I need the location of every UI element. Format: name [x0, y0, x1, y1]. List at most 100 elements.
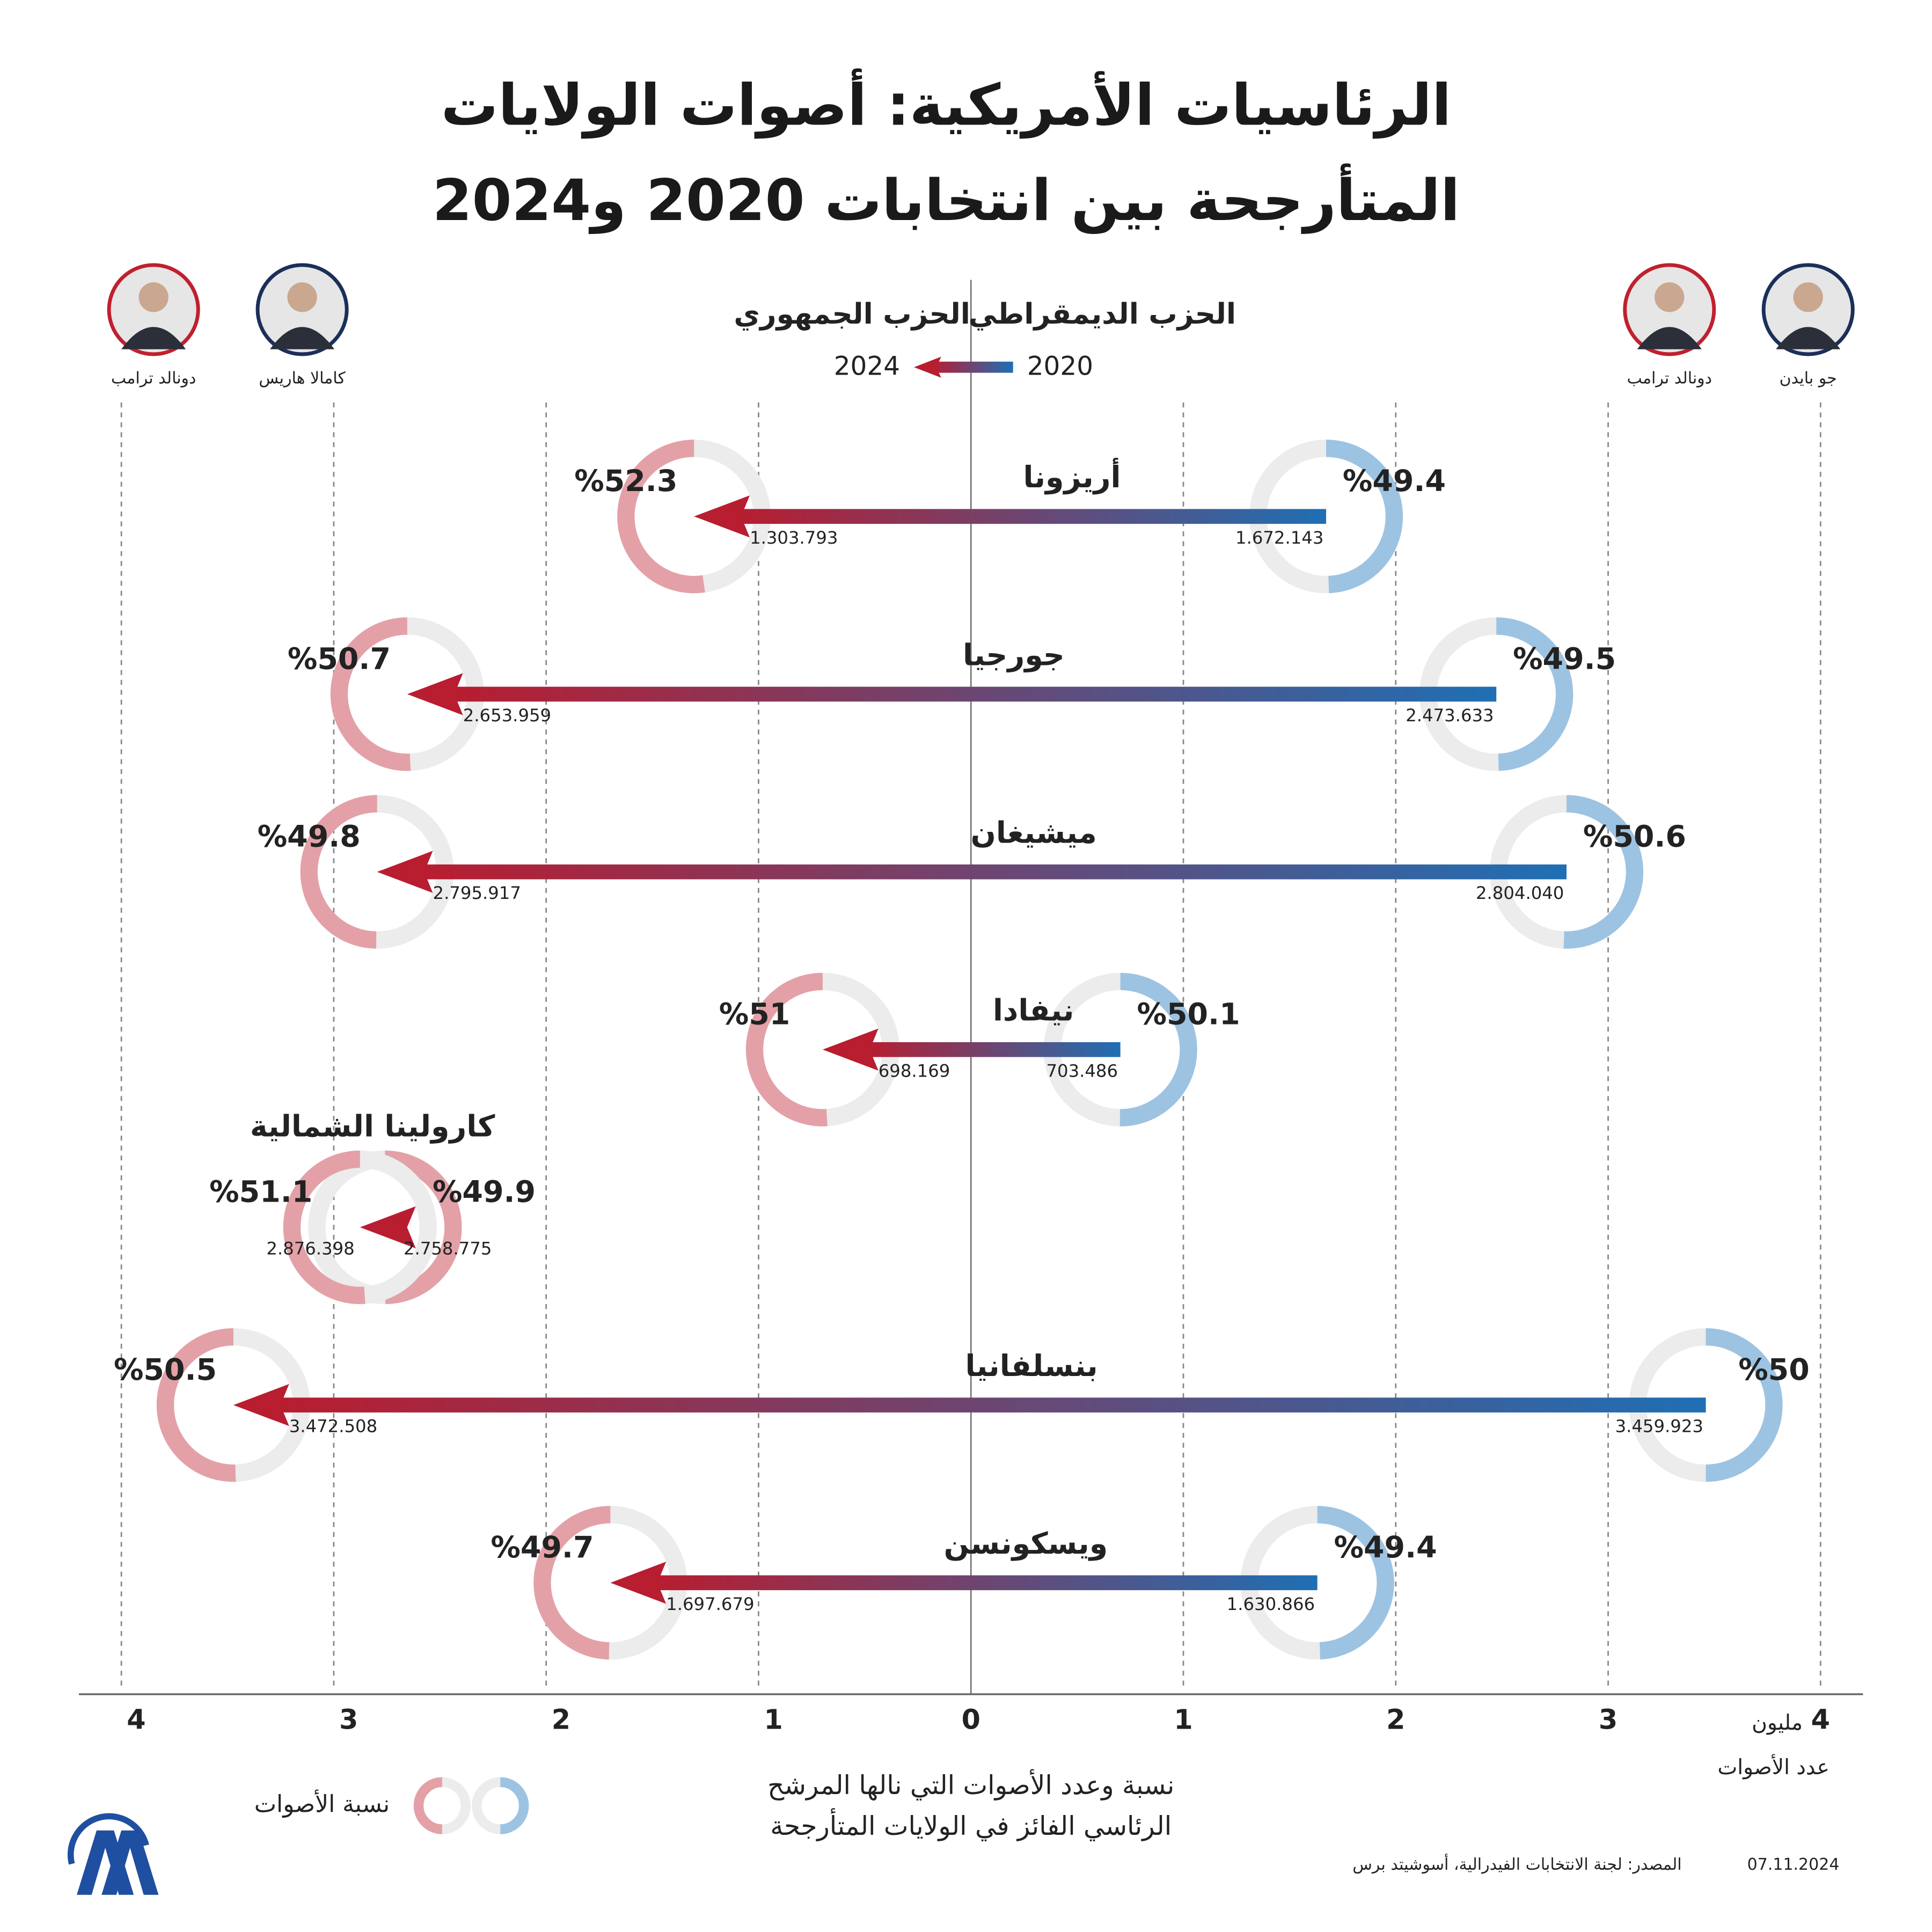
legend-arrow — [931, 361, 1013, 373]
grid-layer — [79, 280, 1863, 1695]
photo-head — [1793, 282, 1823, 312]
share-label: %49.8 — [258, 819, 361, 854]
caption: نسبة وعدد الأصوات التي نالها المرشح — [767, 1769, 1174, 1801]
candidate-name: دونالد ترامب — [1627, 369, 1713, 388]
share-label: %49.4 — [1343, 464, 1446, 499]
photo-body — [121, 327, 186, 349]
photo-body — [1776, 327, 1841, 349]
x-tick-label: 1 — [764, 1704, 782, 1736]
ring-share — [1496, 617, 1574, 771]
photo-head — [287, 282, 317, 312]
ring-legend-label: نسبة الأصوات — [254, 1789, 390, 1818]
arrow-shaft — [737, 509, 1327, 524]
legend-year: 2024 — [834, 351, 900, 381]
share-label: %50.7 — [288, 642, 391, 676]
arrow-head — [360, 1206, 416, 1249]
share-label: %51.1 — [209, 1175, 312, 1210]
arrow-head — [377, 851, 433, 893]
label-layer: 4 3 2 1 0 1 2 3 4 مليون عدد الأصوات الحزب الديمقراط… — [107, 263, 1855, 1874]
legend-arrow-head — [914, 356, 941, 378]
value-label: 1.672.143 — [1235, 528, 1323, 548]
state-label: بنسلفانيا — [965, 1349, 1098, 1384]
share-label: %52.3 — [574, 464, 677, 499]
candidate-name: كامالا هاريس — [259, 369, 346, 388]
value-label: 2.653.959 — [463, 705, 551, 726]
value-label: 3.472.508 — [289, 1416, 377, 1437]
state-label: ميشيغان — [971, 816, 1097, 851]
value-label: 2.758.775 — [404, 1238, 492, 1258]
value-label: 3.459.923 — [1615, 1416, 1703, 1437]
ring-share — [330, 617, 411, 771]
value-label: 1.697.679 — [666, 1594, 754, 1614]
ring-share — [533, 1506, 611, 1660]
ring-share — [283, 1150, 365, 1304]
value-label: 1.630.866 — [1227, 1594, 1315, 1614]
arrow-head — [694, 495, 750, 538]
legend-entry: الحزب الجمهوري — [734, 297, 970, 331]
aa-logo — [68, 1813, 159, 1895]
ring-share — [1119, 972, 1197, 1126]
arrow-shaft — [450, 686, 1497, 702]
value-label: 698.169 — [879, 1060, 950, 1081]
arrow-shaft — [420, 864, 1567, 880]
state-label: نيفادا — [993, 994, 1074, 1028]
share-label: %50.5 — [114, 1353, 217, 1387]
value-label: 2.876.398 — [266, 1238, 354, 1258]
state-label: جورجيا — [963, 638, 1065, 672]
x-axis-label: عدد الأصوات — [1717, 1754, 1829, 1780]
arrow-layer — [233, 495, 1706, 1604]
share-label: %50.1 — [1137, 998, 1240, 1032]
value-label: 703.486 — [1046, 1060, 1118, 1081]
legend-ring — [413, 1777, 443, 1834]
candidate-name: جو بايدن — [1780, 369, 1837, 388]
share-label: %49.5 — [1513, 642, 1616, 676]
x-unit: مليون — [1752, 1711, 1803, 1735]
photo-body — [1637, 327, 1702, 349]
state-label: أريزونا — [1023, 458, 1121, 495]
share-label: %49.9 — [433, 1175, 536, 1210]
photo-body — [270, 327, 335, 349]
ring-share — [617, 440, 705, 594]
state-label: كارولينا الشمالية — [250, 1109, 495, 1144]
photo-head — [138, 282, 169, 312]
x-tick-label: 0 — [962, 1704, 980, 1736]
share-label: %50 — [1738, 1353, 1810, 1387]
candidate-name: دونالد ترامب — [111, 369, 196, 388]
chart-title: المتأرجحة بين انتخابات 2020 و2024 — [433, 163, 1460, 235]
arrow-head — [407, 673, 463, 715]
value-label: 2.804.040 — [1476, 883, 1564, 903]
arrow-shaft — [276, 1397, 1706, 1413]
legend-ring — [500, 1777, 529, 1834]
x-tick-label: 3 — [339, 1704, 358, 1736]
ring-share — [745, 972, 828, 1126]
arrow-head — [610, 1562, 667, 1604]
share-label: %50.6 — [1583, 819, 1686, 854]
arrow-head — [822, 1028, 879, 1071]
logo-shape — [101, 1830, 159, 1895]
chart-title: الرئاسيات الأمريكية: أصوات الولايات — [441, 68, 1452, 138]
date: 07.11.2024 — [1747, 1855, 1840, 1874]
ring-share — [300, 795, 377, 949]
x-tick-label: 4 — [1811, 1704, 1830, 1736]
arrow-head — [233, 1384, 289, 1426]
source: المصدر: لجنة الانتخابات الفيدرالية، أسوش… — [1352, 1853, 1681, 1874]
ring-share — [1563, 795, 1644, 949]
share-label: %51 — [719, 998, 791, 1032]
ring-share — [1326, 440, 1403, 594]
state-label: ويسكونسن — [944, 1527, 1108, 1561]
photo-head — [1655, 282, 1685, 312]
value-label: 1.303.793 — [750, 528, 838, 548]
ring-share — [1317, 1506, 1394, 1660]
x-tick-label: 1 — [1174, 1704, 1192, 1736]
ring-share — [385, 1150, 462, 1304]
share-label: %49.7 — [491, 1531, 594, 1565]
legend-year: 2020 — [1027, 351, 1093, 381]
arrow-shaft — [866, 1042, 1121, 1057]
value-label: 2.473.633 — [1406, 705, 1494, 726]
x-tick-label: 2 — [552, 1704, 570, 1736]
x-tick-label: 4 — [127, 1704, 145, 1736]
arrow-shaft — [654, 1575, 1318, 1591]
ring-share — [156, 1328, 236, 1482]
